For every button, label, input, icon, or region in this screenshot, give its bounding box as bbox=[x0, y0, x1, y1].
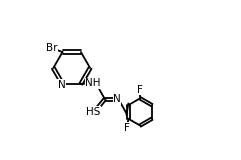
Text: F: F bbox=[137, 84, 143, 95]
Text: N: N bbox=[58, 80, 66, 90]
Text: NH: NH bbox=[85, 78, 101, 88]
Text: N: N bbox=[113, 94, 121, 104]
Text: HS: HS bbox=[86, 107, 100, 117]
Text: F: F bbox=[124, 123, 130, 132]
Text: Br: Br bbox=[46, 43, 58, 53]
